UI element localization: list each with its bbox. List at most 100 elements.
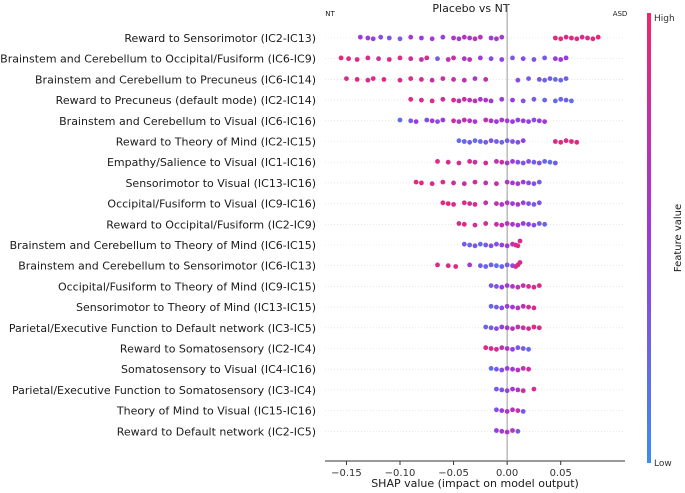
shap-dot xyxy=(499,242,505,248)
shap-dot xyxy=(531,57,537,62)
shap-dot xyxy=(451,118,456,124)
shap-dot xyxy=(408,96,414,102)
feature-label: Reward to Sensorimotor (IC2-IC13) xyxy=(124,32,316,45)
feature-labels: Reward to Sensorimotor (IC2-IC13) Brainst… xyxy=(0,32,316,438)
shap-dot xyxy=(467,262,473,268)
shap-dot xyxy=(510,366,515,372)
shap-dot xyxy=(386,57,392,62)
shap-dot xyxy=(429,77,435,83)
shap-dot xyxy=(456,138,462,144)
shap-dot xyxy=(520,325,526,331)
shap-dot xyxy=(472,179,478,185)
shap-dot xyxy=(494,263,499,269)
shap-dot xyxy=(494,241,499,247)
shap-dot xyxy=(440,76,446,81)
shap-dot xyxy=(552,56,558,62)
shap-dot xyxy=(517,238,523,244)
shap-dot xyxy=(467,118,473,124)
shap-dot xyxy=(531,305,537,311)
x-tick-label: 0.05 xyxy=(550,468,572,479)
shap-dot xyxy=(440,34,446,40)
shap-dot xyxy=(504,179,510,185)
shap-dot xyxy=(552,160,558,166)
feature-label: Occipital/Fusiform to Theory of Mind (IC… xyxy=(58,280,316,293)
shap-dot xyxy=(510,139,515,144)
shap-dot xyxy=(499,324,505,330)
shap-dot xyxy=(370,76,376,81)
shap-dot xyxy=(429,118,435,124)
shap-dot xyxy=(563,34,569,40)
shap-dot xyxy=(461,241,467,247)
shap-dot xyxy=(542,221,548,227)
shap-dot xyxy=(445,263,451,269)
shap-dot xyxy=(461,200,467,206)
shap-dot xyxy=(424,117,430,123)
shap-dot xyxy=(531,202,537,207)
shap-dot xyxy=(510,326,515,331)
shap-dot xyxy=(552,77,558,82)
shap-dot xyxy=(515,77,521,83)
shap-dot xyxy=(536,221,542,226)
shap-dot xyxy=(515,284,521,290)
shap-dot xyxy=(456,98,462,104)
shap-dot xyxy=(510,346,515,352)
shap-dot xyxy=(504,346,510,351)
shap-dot xyxy=(483,180,489,186)
x-tick-label: −0.10 xyxy=(385,468,416,479)
shap-dot xyxy=(499,139,505,145)
x-tick-label: −0.15 xyxy=(331,468,362,479)
shap-dot xyxy=(494,119,499,124)
shap-dot xyxy=(563,55,569,61)
shap-dot xyxy=(536,325,542,331)
shap-dot xyxy=(542,159,548,164)
shap-dot xyxy=(344,76,349,81)
shap-dot xyxy=(494,221,499,227)
shap-dot xyxy=(595,34,601,40)
shap-dot xyxy=(504,429,510,435)
feature-label: Brainstem and Cerebellum to Sensorimotor… xyxy=(18,260,316,273)
shap-dot xyxy=(472,76,478,81)
shap-dot xyxy=(515,387,521,393)
shap-dot xyxy=(408,56,414,62)
shap-dot xyxy=(386,35,392,41)
shap-dot xyxy=(499,284,505,290)
shap-dot xyxy=(483,242,489,248)
shap-dot xyxy=(531,284,537,290)
shap-dot xyxy=(477,263,483,269)
shap-dot xyxy=(483,77,489,82)
feature-label: Empathy/Salience to Visual (IC1-IC16) xyxy=(107,156,316,169)
shap-dot xyxy=(504,303,510,309)
shap-dot xyxy=(515,305,521,311)
shap-dot xyxy=(526,304,531,310)
shap-dot xyxy=(494,326,499,331)
shap-dot xyxy=(440,96,446,102)
shap-dot xyxy=(483,160,489,166)
shap-dot xyxy=(488,262,494,268)
shap-dot xyxy=(494,139,499,144)
shap-dot xyxy=(488,98,494,104)
shap-dot xyxy=(461,139,467,144)
shap-dot xyxy=(531,386,537,392)
shap-dot xyxy=(483,97,489,103)
shap-dot xyxy=(499,202,505,207)
shap-dot xyxy=(504,221,510,226)
shap-dot xyxy=(569,35,574,41)
feature-label: Somatosensory to Visual (IC4-IC16) xyxy=(121,363,316,376)
feature-label: Reward to Somatosensory (IC2-IC4) xyxy=(120,343,316,356)
shap-dot xyxy=(542,97,548,103)
shap-dot xyxy=(357,34,363,40)
shap-dot xyxy=(517,260,523,265)
shap-dot xyxy=(365,55,371,61)
shap-dot xyxy=(504,160,510,166)
shap-dot xyxy=(354,57,360,62)
feature-label: Brainstem and Cerebellum to Theory of Mi… xyxy=(10,239,316,252)
shap-dot xyxy=(488,138,494,144)
shap-dot xyxy=(456,160,462,166)
shap-dot xyxy=(461,117,467,123)
shap-dot xyxy=(451,202,456,207)
shap-dot xyxy=(488,56,494,62)
shap-dot xyxy=(504,200,510,206)
shap-dot xyxy=(520,221,526,226)
shap-dot xyxy=(515,222,521,228)
shap-dot xyxy=(563,97,569,103)
